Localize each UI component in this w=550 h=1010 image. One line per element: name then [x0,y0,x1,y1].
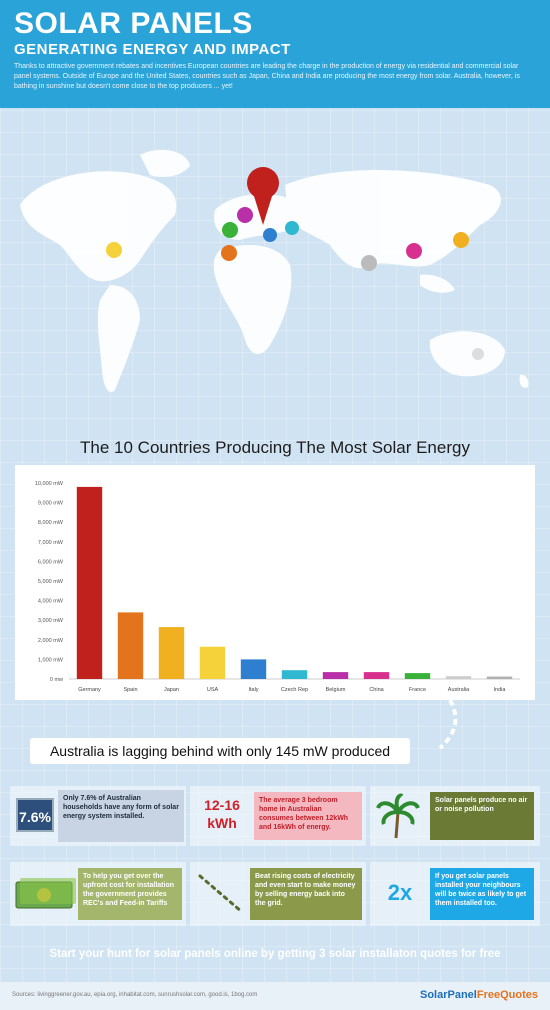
header: SOLAR PANELS GENERATING ENERGY AND IMPAC… [0,0,550,108]
palm-tree-icon [376,793,420,839]
kwh-text: The average 3 bedroom home in Australian… [254,792,362,840]
bar-czech-rep [281,670,308,679]
bar-germany [76,486,103,679]
dotted-arrow-icon [198,874,244,914]
household-percent-stat: 7.6% [16,798,54,832]
neighbours-text: If you get solar panels installed your n… [430,868,534,920]
y-tick-label: 7,000 mW [38,540,64,546]
x-tick-label: Spain [123,687,137,693]
x-tick-label: Japan [164,687,179,693]
tile-neighbours: 2x If you get solar panels installed you… [370,862,540,926]
brand-part-2: FreeQuotes [476,989,538,1001]
y-tick-label: 0 mw [50,677,63,683]
x-tick-label: Australia [448,687,470,693]
y-tick-label: 8,000 mW [38,520,64,526]
rebates-text: To help you get over the upfront cost fo… [78,868,182,920]
callout-pointer-icon [438,700,458,750]
page-title: SOLAR PANELS [14,7,253,40]
sources-text: Sources: livinggreener.gov.au, epia.org,… [12,992,258,998]
x-tick-label: France [409,687,426,693]
page-subtitle: GENERATING ENERGY AND IMPACT [14,41,291,58]
world-map [20,149,529,393]
x-tick-label: Germany [78,687,101,693]
bar-china [363,672,390,679]
footer: Sources: livinggreener.gov.au, epia.org,… [0,982,550,1010]
y-tick-label: 2,000 mW [38,638,64,644]
tile-pollution: Solar panels produce no air or noise pol… [370,786,540,846]
chart-title: The 10 Countries Producing The Most Sola… [80,438,470,457]
bar-australia [445,676,472,679]
bar-chart: 0 mw 1,000 mW 2,000 mW 3,000 mW 4,000 mW 5,00… [15,465,535,700]
bar-usa [199,646,226,679]
brand-logo[interactable]: SolarPanelFreeQuotes [420,989,538,1001]
y-tick-label: 6,000 mW [38,559,64,565]
intro-text: Thanks to attractive government rebates … [14,63,520,90]
country-markers [106,167,484,360]
bar-india [486,676,513,679]
x-tick-label: USA [207,687,219,693]
x-tick-label: Czech Rep [281,687,308,693]
bar-spain [117,612,144,679]
quotes-cta[interactable]: Start your hunt for solar panels online … [49,948,501,960]
tile-grid: Beat rising costs of electricity and eve… [190,862,366,926]
money-icon [15,878,76,909]
bar-japan [158,627,185,679]
tile-rebates: To help you get over the upfront cost fo… [10,862,186,926]
kwh-stat: 12-16 kWh [204,797,240,831]
x-tick-label: Italy [248,687,258,693]
neighbours-stat: 2x [387,880,413,905]
y-tick-label: 4,000 mW [38,599,64,605]
tile-kwh-stat: 12-16 kWh The average 3 bedroom home in … [190,786,366,846]
tile-household-stat: 7.6% Only 7.6% of Australian households … [10,786,186,846]
bar-belgium [322,672,349,679]
y-tick-label: 9,000 mW [38,501,64,507]
pollution-text: Solar panels produce no air or noise pol… [430,792,534,840]
x-tick-label: India [494,687,507,693]
y-tick-label: 5,000 mW [38,579,64,585]
australia-callout: Australia is lagging behind with only 14… [30,738,410,764]
brand-part-1: SolarPanel [420,989,477,1001]
x-tick-label: Belgium [326,687,346,693]
bar-chart-svg: 0 mw 1,000 mW 2,000 mW 3,000 mW 4,000 mW 5,00… [35,481,520,693]
x-tick-label: China [369,687,384,693]
bar-france [404,673,431,679]
y-tick-label: 3,000 mW [38,618,64,624]
y-tick-label: 10,000 mW [35,481,64,487]
y-tick-label: 1,000 mW [38,657,64,663]
grid-text: Beat rising costs of electricity and eve… [250,868,362,920]
bar-italy [240,659,267,679]
household-text: Only 7.6% of Australian households have … [58,790,184,842]
